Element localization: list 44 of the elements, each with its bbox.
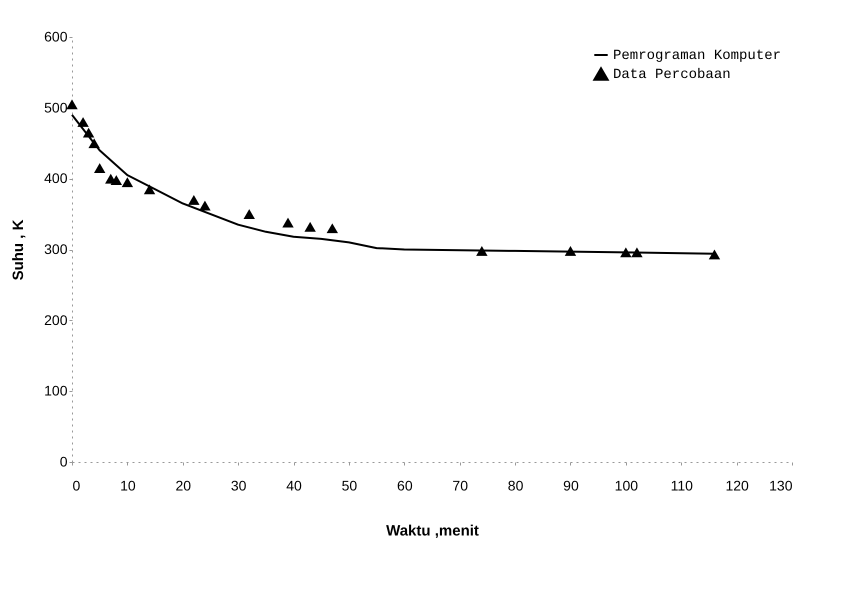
x-tick-label: 60: [397, 478, 413, 494]
point: [326, 223, 338, 234]
x-tick-label: 0: [72, 478, 80, 494]
point: [631, 247, 643, 258]
point: [708, 250, 720, 260]
point: [122, 177, 134, 188]
point: [82, 128, 94, 138]
y-tick-label: 0: [60, 454, 68, 470]
point: [66, 99, 78, 110]
x-tick-label: 90: [563, 478, 579, 494]
x-tick-label: 50: [342, 478, 358, 494]
y-tick-label: 400: [44, 170, 68, 186]
x-tick-label: 120: [725, 478, 750, 494]
y-tick-label: 200: [44, 312, 68, 328]
x-tick-label: 130: [769, 478, 793, 494]
y-axis-title: Suhu , K: [10, 219, 28, 280]
x-tick-label: 80: [508, 478, 524, 494]
x-tick-label: 40: [286, 478, 302, 494]
legend-label: Pemrograman Komputer: [613, 48, 782, 64]
y-tick-label: 300: [44, 241, 68, 257]
x-tick-label: 10: [120, 478, 136, 494]
point: [188, 194, 200, 205]
point: [304, 222, 316, 232]
point: [88, 138, 100, 148]
y-tick-label: 600: [44, 28, 68, 44]
x-tick-label: 110: [670, 478, 694, 494]
point: [564, 246, 576, 256]
point: [77, 117, 89, 127]
point: [476, 246, 488, 256]
x-tick-label: 30: [230, 478, 247, 494]
point: [620, 247, 632, 258]
point: [244, 209, 255, 220]
point: [144, 184, 156, 194]
x-tick-label: 70: [452, 478, 468, 494]
point: [199, 200, 211, 211]
legend-label: Data Percobaan: [613, 67, 731, 83]
y-tick-label: 100: [44, 382, 68, 399]
point: [94, 163, 106, 173]
point: [110, 175, 122, 186]
x-axis-title: Waktu ,menit: [386, 522, 479, 540]
point: [282, 218, 294, 228]
y-tick-label: 500: [44, 99, 68, 116]
x-tick-label: 100: [614, 478, 638, 494]
x-tick-label: 20: [175, 478, 192, 494]
